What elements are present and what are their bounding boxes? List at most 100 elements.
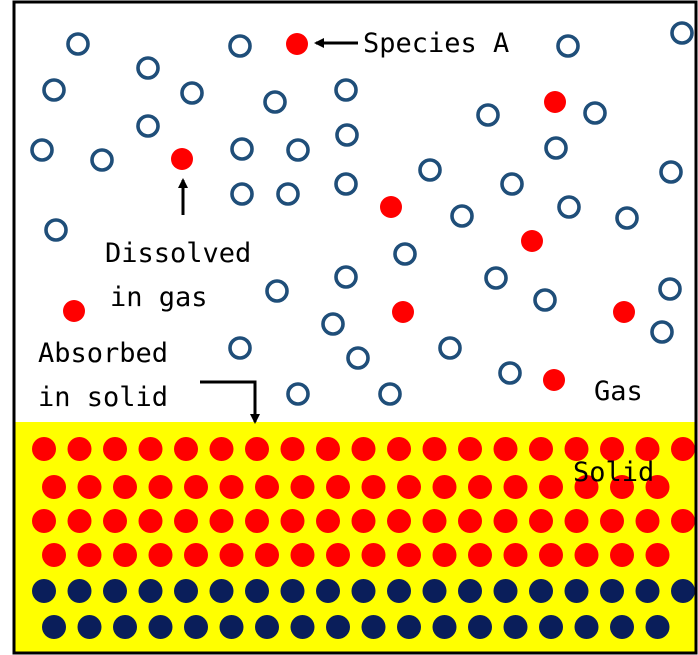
absorbed-species-a-icon [245,437,269,461]
species-a-dissolved-group [63,33,635,391]
gas-molecule-icon [276,182,300,206]
absorbed-species-a-icon [387,509,411,533]
gas-molecule-icon [346,346,370,370]
gas-molecule-icon [500,172,524,196]
gas-molecule-icon [136,56,160,80]
absorbed-species-a-icon [77,475,102,499]
gas-molecule-icon [393,242,417,266]
solid-atom-icon [422,579,447,603]
solid-atom-icon [290,615,315,639]
absorbed-species-a-icon [42,543,66,567]
gas-molecule-icon [136,114,160,138]
absorbed-species-a-icon [148,543,173,567]
species-a-dissolved-icon [380,196,402,218]
absorbed-species-a-icon [219,543,244,567]
absorbed-species-a-icon [432,543,457,567]
absorbed-species-a-icon [174,437,198,461]
absorbed-species-a-icon [503,543,528,567]
solid-atom-icon [361,615,386,639]
species-a-icon [286,33,308,55]
solid-atom-icon [326,615,350,639]
gas-molecule-icon [263,90,287,114]
absorbed-species-a-icon [635,437,660,461]
solid-atom-icon [113,615,137,639]
solid-atom-icon [77,615,102,639]
absorbed-species-a-icon [645,543,670,567]
species-a-dissolved-icon [521,230,543,252]
species-a-dissolved-icon [171,148,193,170]
absorbed-species-a-icon [397,543,421,567]
absorbed-species-a-icon [671,437,695,461]
gas-molecule-icon [228,34,252,58]
absorbed-species-a-icon [280,509,305,533]
absorbed-species-a-icon [600,437,624,461]
gas-molecule-icon [533,288,557,312]
absorbed-species-a-icon [138,437,163,461]
gas-molecule-icon [228,336,252,360]
absorbed-species-a-icon [219,475,244,499]
absorbed-species-a-icon [493,509,518,533]
solid-atom-icon [635,579,660,603]
solid-atom-icon [493,579,518,603]
solid-atom-icon [148,615,173,639]
solid-atom-icon [245,579,269,603]
absorbed-species-a-icon [103,509,127,533]
gas-molecule-icon [334,78,358,102]
solid-atom-icon [219,615,244,639]
absorbed-species-a-icon [645,475,670,499]
absorbed-species-a-icon [397,475,421,499]
absorbed-species-a-icon [184,475,208,499]
absorbed-label-line1: Absorbed [38,338,168,369]
solid-atom-icon [42,615,66,639]
solid-atom-icon [67,579,92,603]
solid-atom-icon [645,615,670,639]
absorbed-species-a-icon [422,509,447,533]
gas-molecule-icon [44,218,68,242]
absorbed-species-a-icon [77,543,102,567]
gas-molecule-icon [230,137,254,161]
absorbed-species-a-icon [255,475,279,499]
absorbed-species-a-icon [539,543,563,567]
absorbed-species-a-icon [468,543,492,567]
absorbed-species-a-icon [529,437,553,461]
solid-atom-icon [351,579,376,603]
absorbed-species-a-icon [316,509,340,533]
species-a-dissolved-icon [613,301,635,323]
absorbed-species-a-icon [174,509,198,533]
solid-atom-icon [468,615,492,639]
solid-atom-icon [255,615,279,639]
solid-region [14,422,696,653]
gas-molecule-icon [334,172,358,196]
absorbed-species-a-icon [574,543,599,567]
absorbed-species-a-icon [503,475,528,499]
absorbed-species-a-icon [113,475,137,499]
gas-molecule-icon [615,206,639,230]
species-a-dissolved-icon [544,91,566,113]
solid-atom-icon [32,579,56,603]
absorbed-species-a-icon [361,475,386,499]
gas-molecule-icon [498,361,522,385]
absorbed-species-a-icon [635,509,660,533]
solid-atom-icon [432,615,457,639]
gas-molecule-icon [335,123,359,147]
species-a-label: Species A [363,28,509,59]
absorbed-species-a-icon [564,509,589,533]
absorbed-species-a-icon [671,509,695,533]
gas-molecule-icon [659,160,683,184]
solid-atom-icon [138,579,163,603]
solid-lattice [32,437,695,639]
absorbed-species-a-icon [67,509,92,533]
gas-molecule-icon [583,101,607,125]
absorbed-species-a-icon [539,475,563,499]
solid-atom-icon [280,579,305,603]
absorbed-species-a-icon [574,475,599,499]
solid-atom-icon [529,579,553,603]
gas-molecule-icon [658,277,682,301]
gas-molecule-icon [230,182,254,206]
absorbed-species-a-icon [610,543,634,567]
solid-atom-icon [103,579,127,603]
absorbed-species-a-icon [290,475,315,499]
gas-molecule-icon [450,204,474,228]
gas-molecule-icon [30,138,54,162]
